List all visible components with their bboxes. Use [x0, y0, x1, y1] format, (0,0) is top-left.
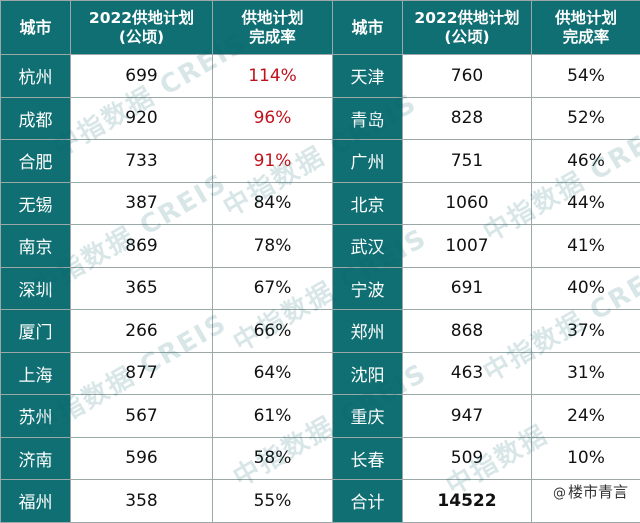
plan-cell: 877 [71, 352, 213, 395]
city-cell: 长春 [333, 437, 403, 480]
city-cell: 郑州 [333, 310, 403, 353]
header-rate-right: 供地计划完成率 [532, 1, 640, 55]
plan-cell: 751 [403, 140, 532, 183]
rate-cell: 54% [532, 55, 640, 98]
plan-cell: 358 [71, 480, 213, 523]
rate-cell: 52% [532, 97, 640, 140]
plan-cell: 760 [403, 55, 532, 98]
city-cell: 青岛 [333, 97, 403, 140]
city-cell: 北京 [333, 182, 403, 225]
rate-cell: 24% [532, 395, 640, 438]
header-rate-left: 供地计划完成率 [213, 1, 333, 55]
rate-cell: 44% [532, 182, 640, 225]
rate-cell: 10% [532, 437, 640, 480]
rate-cell: 78% [213, 225, 333, 268]
rate-cell: 58% [213, 437, 333, 480]
plan-cell: 365 [71, 267, 213, 310]
source-credit: @楼市青言 [549, 480, 632, 503]
rate-cell: 37% [532, 310, 640, 353]
plan-cell: 387 [71, 182, 213, 225]
plan-cell: 691 [403, 267, 532, 310]
plan-cell: 266 [71, 310, 213, 353]
rate-cell: 41% [532, 225, 640, 268]
city-cell: 重庆 [333, 395, 403, 438]
header-city-right: 城市 [333, 1, 403, 55]
rate-cell: 96% [213, 97, 333, 140]
rate-cell: 61% [213, 395, 333, 438]
plan-cell: 1060 [403, 182, 532, 225]
city-cell: 武汉 [333, 225, 403, 268]
rate-cell: 67% [213, 267, 333, 310]
credit-name: 楼市青言 [568, 483, 628, 501]
rate-cell: 66% [213, 310, 333, 353]
header-plan-left: 2022供地计划(公顷) [71, 1, 213, 55]
rate-cell: 40% [532, 267, 640, 310]
header-city-left: 城市 [1, 1, 71, 55]
plan-cell: 463 [403, 352, 532, 395]
plan-cell: 920 [71, 97, 213, 140]
city-cell: 福州 [1, 480, 71, 523]
plan-cell: 699 [71, 55, 213, 98]
city-cell: 沈阳 [333, 352, 403, 395]
rate-cell: 31% [532, 352, 640, 395]
city-cell: 成都 [1, 97, 71, 140]
rate-cell: 55% [213, 480, 333, 523]
rate-cell: 64% [213, 352, 333, 395]
city-cell: 宁波 [333, 267, 403, 310]
plan-cell: 14522 [403, 480, 532, 523]
city-cell: 苏州 [1, 395, 71, 438]
rate-cell: 84% [213, 182, 333, 225]
city-cell: 合肥 [1, 140, 71, 183]
city-cell: 厦门 [1, 310, 71, 353]
plan-cell: 868 [403, 310, 532, 353]
rate-cell: 91% [213, 140, 333, 183]
city-cell: 广州 [333, 140, 403, 183]
city-cell: 深圳 [1, 267, 71, 310]
city-cell: 无锡 [1, 182, 71, 225]
plan-cell: 1007 [403, 225, 532, 268]
header-row: 城市 2022供地计划(公顷) 供地计划完成率 城市 2022供地计划(公顷) … [1, 1, 640, 55]
plan-cell: 947 [403, 395, 532, 438]
city-cell: 南京 [1, 225, 71, 268]
city-cell: 济南 [1, 437, 71, 480]
city-cell: 上海 [1, 352, 71, 395]
plan-cell: 596 [71, 437, 213, 480]
plan-cell: 509 [403, 437, 532, 480]
city-cell: 合计 [333, 480, 403, 523]
rate-cell: 114% [213, 55, 333, 98]
plan-cell: 733 [71, 140, 213, 183]
plan-cell: 828 [403, 97, 532, 140]
plan-cell: 567 [71, 395, 213, 438]
city-cell: 杭州 [1, 55, 71, 98]
rate-cell: 46% [532, 140, 640, 183]
plan-cell: 869 [71, 225, 213, 268]
header-plan-right: 2022供地计划(公顷) [403, 1, 532, 55]
at-icon: @ [553, 486, 566, 501]
city-cell: 天津 [333, 55, 403, 98]
